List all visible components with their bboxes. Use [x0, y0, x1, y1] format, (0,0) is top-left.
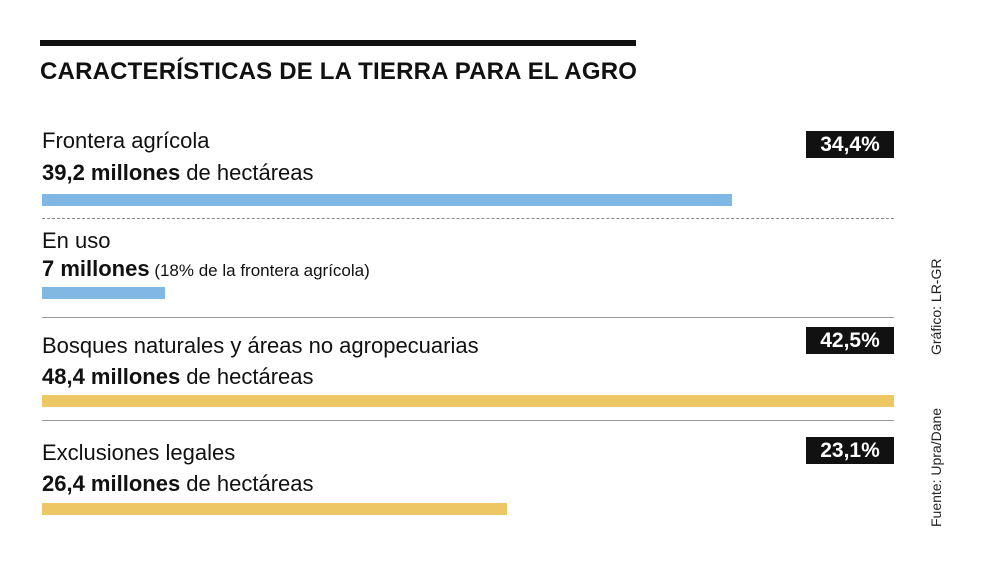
chart-title: CARACTERÍSTICAS DE LA TIERRA PARA EL AGR…: [40, 58, 638, 85]
amount-value: 26,4 millones: [42, 471, 181, 496]
amount-unit: de hectáreas: [180, 364, 314, 389]
amount-unit: de hectáreas: [180, 160, 314, 185]
amount-note: (18% de la frontera agrícola): [149, 261, 370, 280]
row-amount-en-uso: 7 millones (18% de la frontera agrícola): [42, 256, 370, 282]
credit-text: Gráfico: LR-GR: [928, 258, 944, 355]
row-label-exclusiones: Exclusiones legales: [42, 440, 236, 465]
badge-pct-bosques: 42,5%: [806, 327, 894, 354]
top-rule: [40, 40, 636, 46]
row-amount-bosques: 48,4 millones de hectáreas: [42, 364, 314, 390]
row-label-bosques: Bosques naturales y áreas no agropecuari…: [42, 333, 479, 358]
row-label-en-uso: En uso: [42, 228, 111, 253]
bar-en-uso: [42, 287, 166, 299]
badge-pct-exclusiones: 23,1%: [806, 437, 894, 464]
amount-unit: de hectáreas: [180, 471, 314, 496]
bar-exclusiones: [42, 503, 507, 515]
source-text: Fuente: Upra/Dane: [928, 407, 944, 527]
amount-value: 7 millones: [42, 256, 150, 281]
amount-value: 48,4 millones: [42, 364, 181, 389]
separator-solid: [42, 420, 894, 421]
separator-solid: [42, 317, 894, 318]
amount-value: 39,2 millones: [42, 160, 181, 185]
separator-dashed: [42, 218, 894, 219]
row-label-frontera: Frontera agrícola: [42, 128, 210, 153]
badge-pct-frontera: 34,4%: [806, 131, 894, 158]
row-amount-exclusiones: 26,4 millones de hectáreas: [42, 471, 314, 497]
bar-bosques: [42, 395, 894, 407]
bar-frontera: [42, 194, 733, 206]
row-amount-frontera: 39,2 millones de hectáreas: [42, 160, 314, 186]
